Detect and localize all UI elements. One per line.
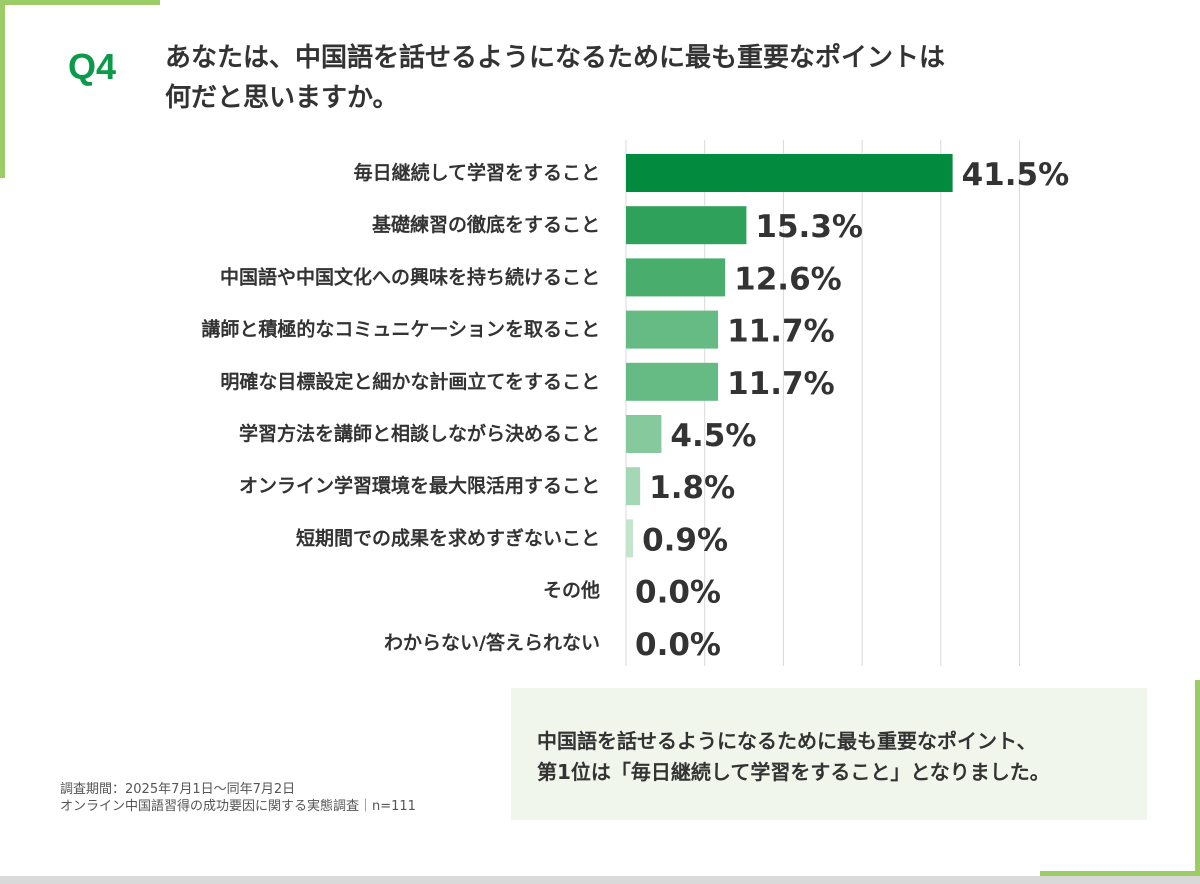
bar [626,310,719,349]
question-text: あなたは、中国語を話せるようになるために最も重要なポイントは 何だと思いますか。 [165,38,1125,118]
value-label: 11.7% [727,366,835,402]
bar [626,362,719,401]
bar-chart: 毎日継続して学習をすること 41.5% 基礎練習の徹底をすること 15.3% 中国語や中… [201,140,1069,666]
category-label: 毎日継続して学習をすること [354,161,600,184]
question-number: Q4 [68,46,117,87]
category-label: 基礎練習の徹底をすること [371,213,600,236]
category-label: 明確な目標設定と細かな計画立てをすること [220,370,600,393]
value-label: 11.7% [727,314,835,350]
question-line-1: あなたは、中国語を話せるようになるために最も重要なポイントは [165,43,946,73]
category-label: その他 [543,579,600,602]
value-label: 4.5% [670,418,756,454]
bar [626,154,953,192]
survey-title: オンライン中国語習得の成功要因に関する実態調査｜n=111 [60,799,416,814]
category-label: 短期間での成果を求めすぎないこと [296,526,600,549]
bar [626,467,641,506]
value-label: 0.0% [635,575,721,611]
bottom-strip [0,876,1200,884]
bar [626,519,634,558]
corner-accent-bottom-vertical [1195,680,1200,876]
survey-period: 調査期間：2025年7月1日～同年7月2日 [60,782,296,797]
bar [626,258,726,297]
survey-footnote: 調査期間：2025年7月1日～同年7月2日 オンライン中国語習得の成功要因に関す… [60,781,416,815]
corner-accent-top-horizontal [0,0,160,5]
value-label: 12.6% [734,261,842,297]
category-label: 中国語や中国文化への興味を持ち続けること [220,265,600,288]
summary-line-2: 第1位は「毎日継続して学習をすること」となりました。 [537,760,1050,784]
summary-box: 中国語を話せるようになるために最も重要なポイント、 第1位は「毎日継続して学習を… [511,688,1147,820]
category-label: 講師と積極的なコミュニケーションを取ること [201,318,600,341]
chart-bars: 毎日継続して学習をすること 41.5% 基礎練習の徹底をすること 15.3% 中国語や中… [201,154,1069,663]
bar [626,415,662,453]
category-label: わからない/答えられない [384,631,600,654]
summary-line-1: 中国語を話せるようになるために最も重要なポイント、 [537,729,1037,753]
corner-accent-bottom-horizontal [1040,871,1200,876]
corner-accent-top-vertical [0,0,5,178]
value-label: 15.3% [755,209,863,245]
value-label: 0.9% [642,522,728,558]
category-label: オンライン学習環境を最大限活用すること [239,474,600,497]
value-label: 1.8% [649,470,735,506]
bar [626,206,747,245]
value-label: 0.0% [635,627,721,663]
chart-gridlines [625,140,1020,666]
value-label: 41.5% [962,157,1070,193]
category-label: 学習方法を講師と相談しながら決めること [239,422,600,445]
question-line-2: 何だと思いますか。 [165,83,399,113]
